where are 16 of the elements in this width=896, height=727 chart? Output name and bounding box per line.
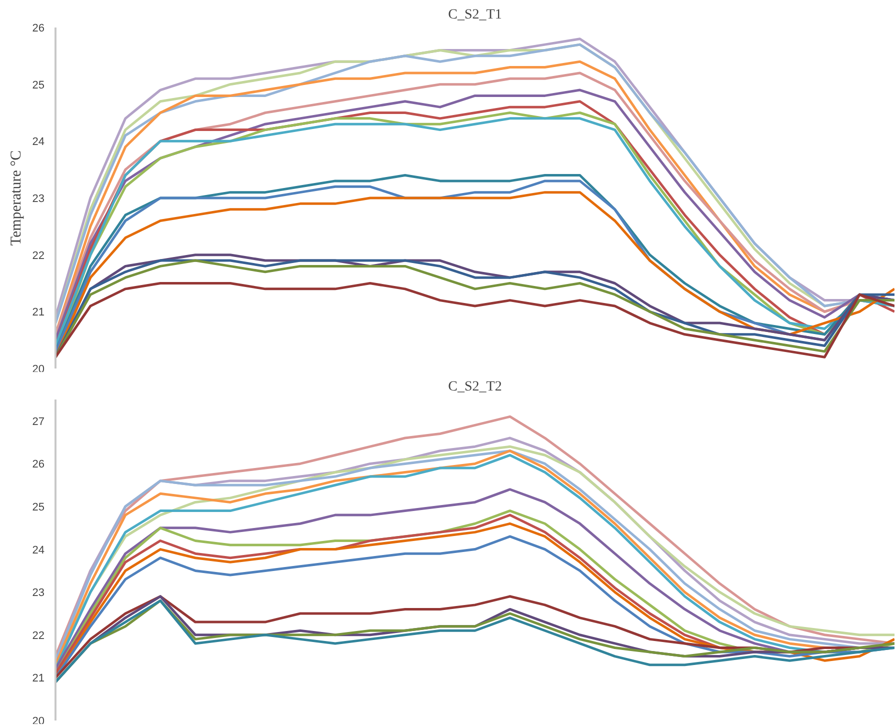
y-tick-label: 22	[32, 630, 45, 642]
y-tick-label: 21	[32, 672, 45, 685]
y-tick-label: 27	[32, 416, 45, 428]
y-tick-label: 26	[32, 458, 45, 471]
y-tick-label: 24	[32, 136, 45, 148]
y-tick-label: 22	[32, 250, 45, 262]
y-tick-label: 25	[32, 79, 45, 92]
y-tick-label: 26	[32, 22, 45, 34]
chart-title: C_S2_T2	[448, 380, 502, 394]
chart-title: C_S2_T1	[448, 8, 502, 22]
y-tick-label: 21	[32, 306, 45, 319]
y-axis-title: Temperature °C	[8, 150, 24, 246]
y-tick-label: 23	[32, 193, 45, 205]
y-tick-label: 25	[32, 502, 45, 514]
y-tick-label: 23	[32, 587, 45, 600]
y-tick-label: 24	[32, 544, 45, 556]
